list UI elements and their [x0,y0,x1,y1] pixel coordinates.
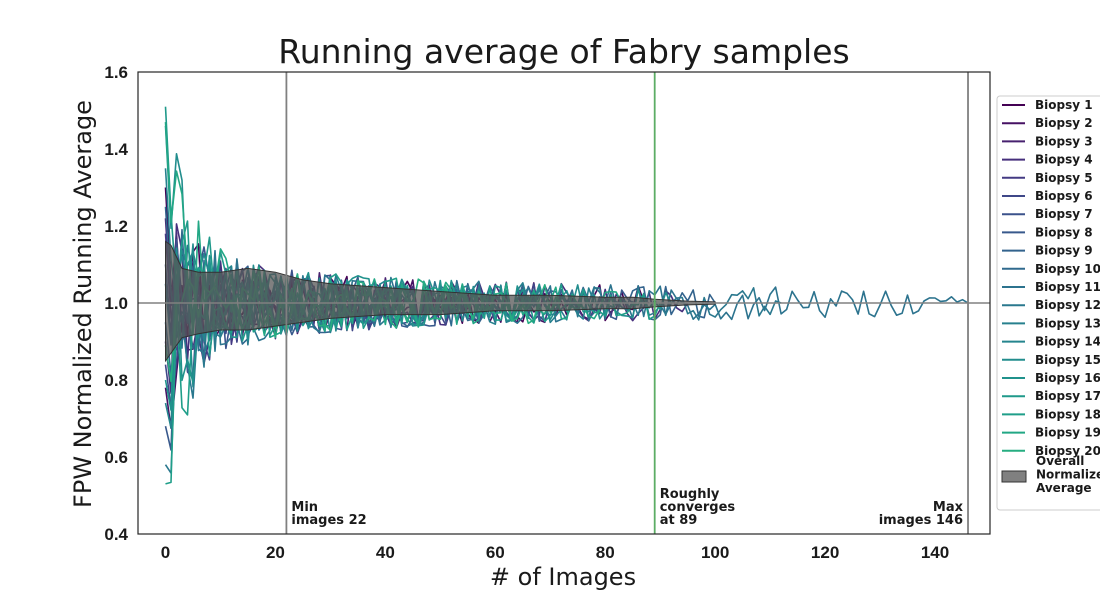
legend-label-biopsy-13: Biopsy 13 [1035,316,1100,330]
legend-label-biopsy-6: Biopsy 6 [1035,189,1093,203]
vline-annotation-1-line-0: Roughly [660,487,720,502]
x-axis-label: # of Images [490,563,636,591]
legend-label-biopsy-5: Biopsy 5 [1035,171,1093,185]
legend-label-biopsy-8: Biopsy 8 [1035,225,1093,239]
y-tick-label: 0.8 [104,371,128,390]
y-tick-label: 1.0 [104,294,128,313]
x-tick-label: 0 [161,543,170,562]
x-tick-label: 140 [921,543,949,562]
vline-annotation-1-line-2: at 89 [660,513,698,528]
legend: Biopsy 1 Biopsy 2 Biopsy 3 Biopsy 4 Biopsy 5… [996,95,1100,511]
legend-label-biopsy-17: Biopsy 17 [1035,389,1100,403]
legend-label-overall-line-1: Normalized [1036,468,1100,482]
legend-frame [996,95,1100,511]
legend-label-overall-line-2: Average [1036,481,1092,495]
overall-average-band [165,240,716,363]
legend-label-biopsy-11: Biopsy 11 [1035,280,1100,294]
legend-label-biopsy-2: Biopsy 2 [1035,116,1093,130]
legend-swatch-overall [1001,470,1027,483]
legend-label-biopsy-19: Biopsy 19 [1035,426,1100,440]
plot-content [138,106,990,485]
legend-label-biopsy-7: Biopsy 7 [1035,207,1093,221]
x-tick-label: 60 [486,543,505,562]
chart-title: Running average of Fabry samples [278,32,849,71]
vline-annotation-2-line-0: Max [933,500,964,515]
y-tick-label: 1.2 [104,217,128,236]
axis-ticks: 0 20 40 60 80 100 120 140 0.4 0.6 0.8 1.0 1.2 1.4 1.6 [104,63,949,562]
legend-label-biopsy-20: Biopsy 20 [1035,444,1100,458]
vline-annotation-0-line-1: images 22 [291,513,366,528]
y-tick-label: 1.6 [104,63,128,82]
legend-label-biopsy-10: Biopsy 10 [1035,262,1100,276]
legend-label-biopsy-1: Biopsy 1 [1035,98,1093,112]
legend-label-biopsy-3: Biopsy 3 [1035,134,1093,148]
legend-label-biopsy-9: Biopsy 9 [1035,244,1093,258]
legend-label-biopsy-12: Biopsy 12 [1035,298,1100,312]
legend-label-overall-line-0: Overall [1036,454,1084,468]
vline-annotation-0-line-0: Min [291,500,318,515]
y-axis-label: FPW Normalized Running Average [69,100,97,508]
vline-annotation-1-line-1: converges [660,500,736,515]
legend-label-biopsy-15: Biopsy 15 [1035,353,1100,367]
legend-label-biopsy-18: Biopsy 18 [1035,407,1100,421]
x-tick-label: 40 [376,543,395,562]
x-tick-label: 120 [811,543,839,562]
legend-label-biopsy-16: Biopsy 16 [1035,371,1100,385]
x-tick-label: 100 [701,543,729,562]
y-tick-label: 0.4 [104,525,128,544]
legend-label-biopsy-4: Biopsy 4 [1035,153,1093,167]
y-tick-label: 1.4 [104,140,128,159]
x-tick-label: 80 [596,543,615,562]
x-tick-label: 20 [266,543,285,562]
y-tick-label: 0.6 [104,448,128,467]
legend-label-biopsy-14: Biopsy 14 [1035,335,1100,349]
plot-frame [137,71,991,535]
vline-annotation-2-line-1: images 146 [879,513,963,528]
